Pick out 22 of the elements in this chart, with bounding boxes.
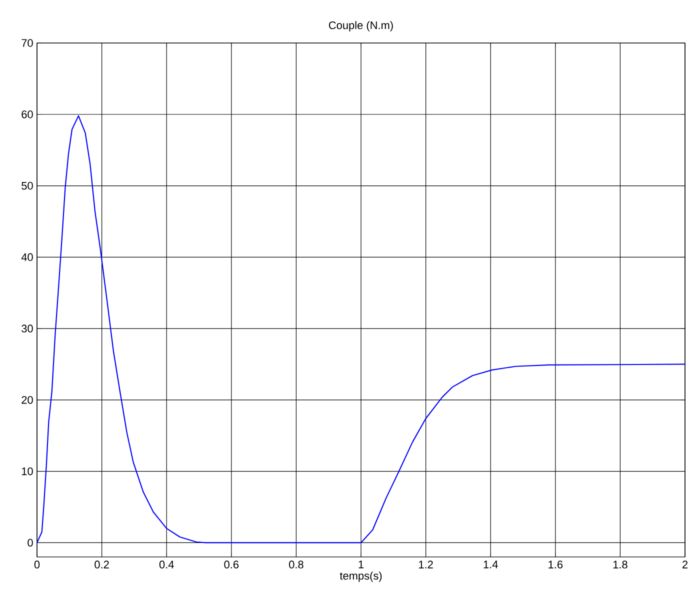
x-tick-label: 0.4 xyxy=(159,560,174,568)
y-tick-label: 50 xyxy=(22,182,33,190)
y-tick-label: 60 xyxy=(22,110,33,118)
y-tick-label: 40 xyxy=(21,253,33,262)
chart-title: Couple (N.m) xyxy=(328,21,393,32)
x-tick-label: 2 xyxy=(682,560,688,568)
y-tick-label: 70 xyxy=(22,39,33,47)
line-series xyxy=(37,115,686,544)
x-tick-label: 0.6 xyxy=(224,560,239,568)
x-axis-title: temps(s) xyxy=(340,572,382,582)
x-tick-label: 0.8 xyxy=(289,560,304,568)
x-tick-label: 0.2 xyxy=(94,560,109,568)
x-tick-label: 1.6 xyxy=(548,560,563,568)
x-tick-label: 1.2 xyxy=(419,560,433,568)
x-tick-label: 1.4 xyxy=(484,560,498,568)
y-tick-label: 0 xyxy=(28,538,33,547)
y-tick-label: 30 xyxy=(22,324,33,332)
x-tick-label: 1.8 xyxy=(613,560,628,568)
y-tick-label: 20 xyxy=(22,396,33,404)
x-tick-label: 0 xyxy=(34,560,40,568)
x-tick-label: 1 xyxy=(358,560,364,568)
y-tick-label: 10 xyxy=(22,467,33,476)
